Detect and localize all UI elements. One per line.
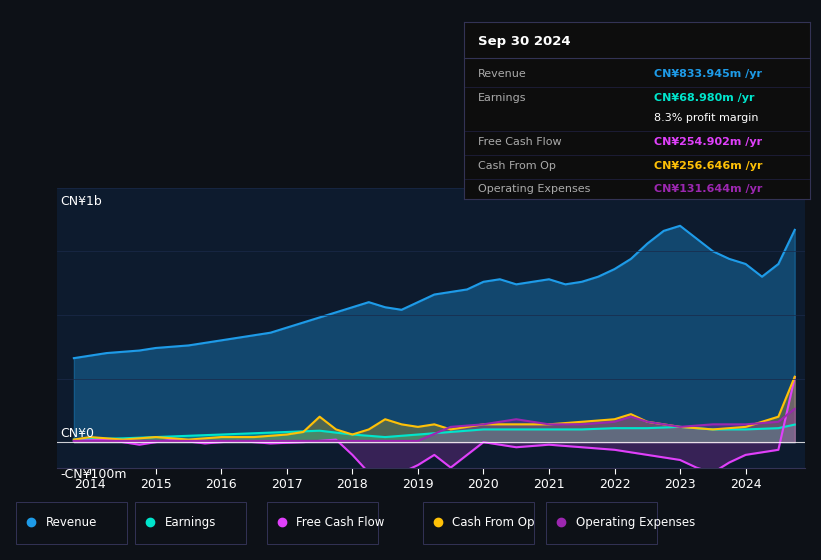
Text: Earnings: Earnings — [478, 92, 526, 102]
Text: Cash From Op: Cash From Op — [452, 516, 534, 529]
Text: Free Cash Flow: Free Cash Flow — [478, 137, 562, 147]
Text: CN¥833.945m /yr: CN¥833.945m /yr — [654, 69, 763, 79]
Text: CN¥0: CN¥0 — [61, 427, 94, 440]
Text: Free Cash Flow: Free Cash Flow — [296, 516, 385, 529]
Text: Earnings: Earnings — [165, 516, 217, 529]
Text: Revenue: Revenue — [478, 69, 526, 79]
Text: CN¥1b: CN¥1b — [61, 195, 103, 208]
Text: CN¥254.902m /yr: CN¥254.902m /yr — [654, 137, 763, 147]
Text: CN¥131.644m /yr: CN¥131.644m /yr — [654, 184, 763, 194]
Text: Operating Expenses: Operating Expenses — [576, 516, 695, 529]
Text: CN¥256.646m /yr: CN¥256.646m /yr — [654, 161, 763, 171]
Text: -CN¥100m: -CN¥100m — [61, 468, 127, 481]
Text: Cash From Op: Cash From Op — [478, 161, 556, 171]
Text: Revenue: Revenue — [46, 516, 98, 529]
Text: CN¥68.980m /yr: CN¥68.980m /yr — [654, 92, 755, 102]
Text: Operating Expenses: Operating Expenses — [478, 184, 590, 194]
Text: 8.3% profit margin: 8.3% profit margin — [654, 113, 759, 123]
Text: Sep 30 2024: Sep 30 2024 — [478, 35, 571, 48]
